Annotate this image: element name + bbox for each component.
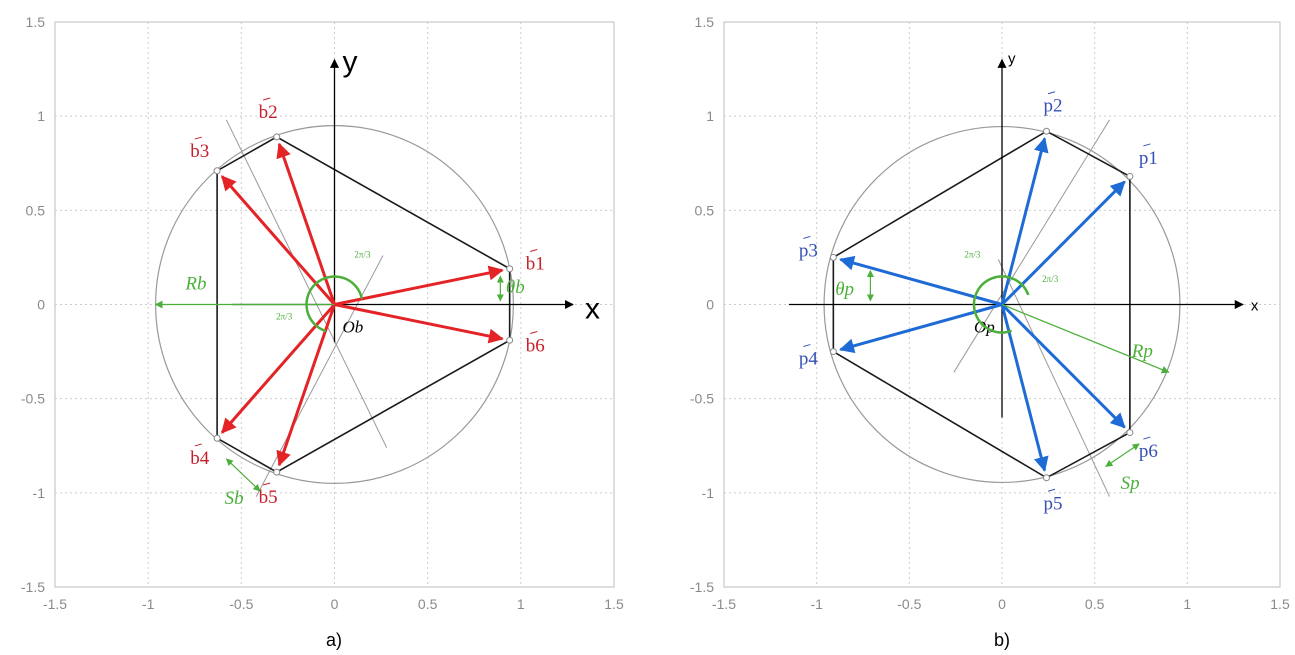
vector-label: b1 xyxy=(526,253,545,274)
panel-caption: a) xyxy=(326,630,342,650)
vector-hat xyxy=(263,482,271,486)
x-tick-label: -1 xyxy=(810,596,823,612)
y-tick-label: 1 xyxy=(706,108,714,124)
vertex-marker xyxy=(1042,474,1050,482)
vector-label: p1 xyxy=(1139,148,1158,169)
y-tick-label: -1.5 xyxy=(690,579,714,595)
vector-label: b6 xyxy=(526,336,545,357)
x-tick-label: -0.5 xyxy=(897,596,921,612)
vector-hat xyxy=(1143,436,1151,440)
spacing-label: Sp xyxy=(1121,473,1140,494)
vertex-marker xyxy=(506,336,514,344)
x-tick-label: -1.5 xyxy=(712,596,736,612)
vector-hat xyxy=(803,344,811,348)
vector-arrow xyxy=(334,265,504,306)
y-axis-label: y xyxy=(1008,51,1016,68)
sector-angle-label: 2π/3 xyxy=(354,249,371,259)
vertex-marker xyxy=(1042,127,1050,135)
x-tick-label: 0.5 xyxy=(418,596,438,612)
guide-line xyxy=(997,259,1110,497)
sector-arc xyxy=(305,275,364,333)
vector-label: p6 xyxy=(1139,441,1158,462)
vertex-marker xyxy=(213,167,221,175)
x-tick-label: 1 xyxy=(1183,596,1191,612)
x-tick-label: -0.5 xyxy=(229,596,253,612)
y-tick-label: -1 xyxy=(702,485,715,501)
vector-hat xyxy=(803,235,811,239)
y-tick-label: -1.5 xyxy=(21,579,45,595)
radius-label: Rb xyxy=(184,273,206,294)
vector-label: b3 xyxy=(190,141,209,162)
vertex-marker xyxy=(1126,429,1134,437)
spacing-marker xyxy=(1105,443,1140,467)
vector-label: b4 xyxy=(190,448,210,469)
panel-caption: b) xyxy=(994,630,1010,650)
y-tick-label: 0.5 xyxy=(26,202,46,218)
x-tick-label: 0 xyxy=(998,596,1006,612)
y-tick-label: 0 xyxy=(706,297,714,313)
vector-label: p3 xyxy=(799,240,818,261)
y-tick-label: -0.5 xyxy=(690,391,714,407)
vector-arrow xyxy=(1000,303,1126,429)
x-tick-label: -1.5 xyxy=(43,596,67,612)
y-tick-label: -0.5 xyxy=(21,391,45,407)
angle-label: θp xyxy=(835,279,854,300)
radius-arrow xyxy=(1001,303,1170,374)
vertex-marker xyxy=(213,434,221,442)
sector-angle-label: 2π/3 xyxy=(1042,274,1059,284)
vector-arrow xyxy=(334,303,504,344)
vertex-marker xyxy=(506,265,514,273)
x-axis-label: x xyxy=(585,293,600,326)
vector-hat xyxy=(530,249,538,252)
guide-line xyxy=(225,119,388,448)
vertex-marker xyxy=(273,468,281,476)
spacing-label: Sb xyxy=(225,488,244,509)
y-axis-label: y xyxy=(343,46,358,79)
x-tick-label: 0 xyxy=(331,596,339,612)
y-tick-label: 0 xyxy=(37,297,45,313)
x-tick-label: -1 xyxy=(142,596,155,612)
vertex-marker xyxy=(829,253,837,261)
origin-label: Ob xyxy=(343,318,364,337)
radius-label: Rp xyxy=(1131,341,1153,362)
sector-angle-label: 2π/3 xyxy=(964,249,981,259)
spacing-marker xyxy=(225,458,261,492)
angle-label: θb xyxy=(506,277,525,298)
vector-hat xyxy=(1047,91,1056,95)
y-tick-label: 1.5 xyxy=(26,14,46,30)
vertex-marker xyxy=(829,348,837,356)
y-tick-label: -1 xyxy=(33,485,46,501)
vector-hat xyxy=(194,443,202,447)
guide-line xyxy=(953,119,1110,373)
x-tick-label: 1.5 xyxy=(604,596,624,612)
x-tick-label: 1 xyxy=(517,596,525,612)
y-tick-label: 1.5 xyxy=(695,14,715,30)
y-tick-label: 1 xyxy=(37,108,45,124)
vector-label: p4 xyxy=(799,349,819,370)
x-axis-label: x xyxy=(1251,298,1259,315)
vector-hat xyxy=(530,331,538,334)
vector-hat xyxy=(1143,143,1151,147)
vertex-marker xyxy=(1126,172,1134,180)
y-tick-label: 0.5 xyxy=(695,202,715,218)
sector-angle-label: 2π/3 xyxy=(276,312,293,322)
vector-label: p2 xyxy=(1044,96,1063,117)
x-tick-label: 0.5 xyxy=(1085,596,1105,612)
panel-a: -1.5 -1 -0.5 0 0.5 1 1.5 1.5 1 0.5 0 -0.5 -1 -1.5 x y b1… xyxy=(21,14,624,650)
vector-hat xyxy=(263,97,271,101)
vector-hat xyxy=(1047,488,1056,492)
panel-b: -1.5 -1 -0.5 0 0.5 1 1.5 1.5 1 0.5 0 -0.5 -1 -1.5 x y p1… xyxy=(690,14,1290,650)
vertex-marker xyxy=(273,133,281,141)
vector-label: p5 xyxy=(1044,493,1063,514)
x-tick-label: 1.5 xyxy=(1270,596,1290,612)
vector-hat xyxy=(194,136,202,140)
sector-arc xyxy=(972,275,1030,334)
vector-label: b5 xyxy=(259,487,278,508)
vector-label: b2 xyxy=(259,102,278,123)
